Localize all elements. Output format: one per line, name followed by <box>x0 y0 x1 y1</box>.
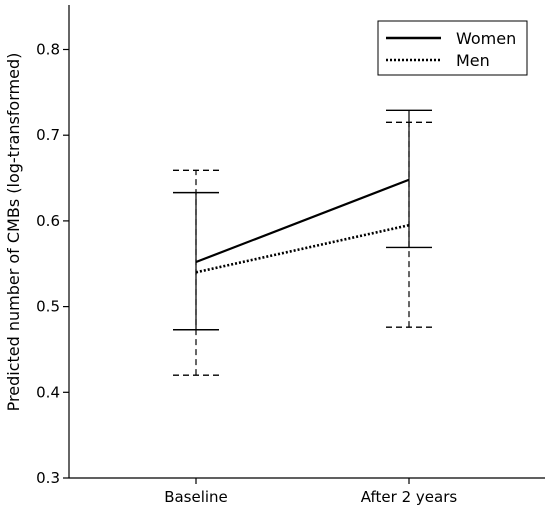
x-axis: Baseline After 2 years <box>69 477 545 506</box>
y-axis-title: Predicted number of CMBs (log-transforme… <box>4 53 23 412</box>
y-ticks: 0.3 0.4 0.5 0.6 0.7 0.8 <box>36 41 69 487</box>
y-tick-label: 0.5 <box>36 298 60 316</box>
series-line-women <box>195 178 410 264</box>
legend-label-women: Women <box>456 29 516 48</box>
x-ticks: Baseline After 2 years <box>164 478 457 506</box>
y-tick-label: 0.8 <box>36 41 60 59</box>
y-tick-label: 0.7 <box>36 126 60 144</box>
x-tick-label: Baseline <box>164 488 228 506</box>
legend-box <box>377 20 528 76</box>
series-women <box>173 109 432 331</box>
x-tick-label: After 2 years <box>361 488 458 506</box>
series-men <box>173 121 432 376</box>
y-tick-label: 0.3 <box>36 469 60 487</box>
y-axis: 0.3 0.4 0.5 0.6 0.7 0.8 <box>36 5 70 487</box>
plot-area <box>173 109 432 376</box>
legend: Women Men <box>377 20 528 76</box>
y-tick-label: 0.6 <box>36 212 60 230</box>
y-tick-label: 0.4 <box>36 383 60 401</box>
legend-label-men: Men <box>456 51 490 70</box>
series-line-men <box>195 223 410 274</box>
